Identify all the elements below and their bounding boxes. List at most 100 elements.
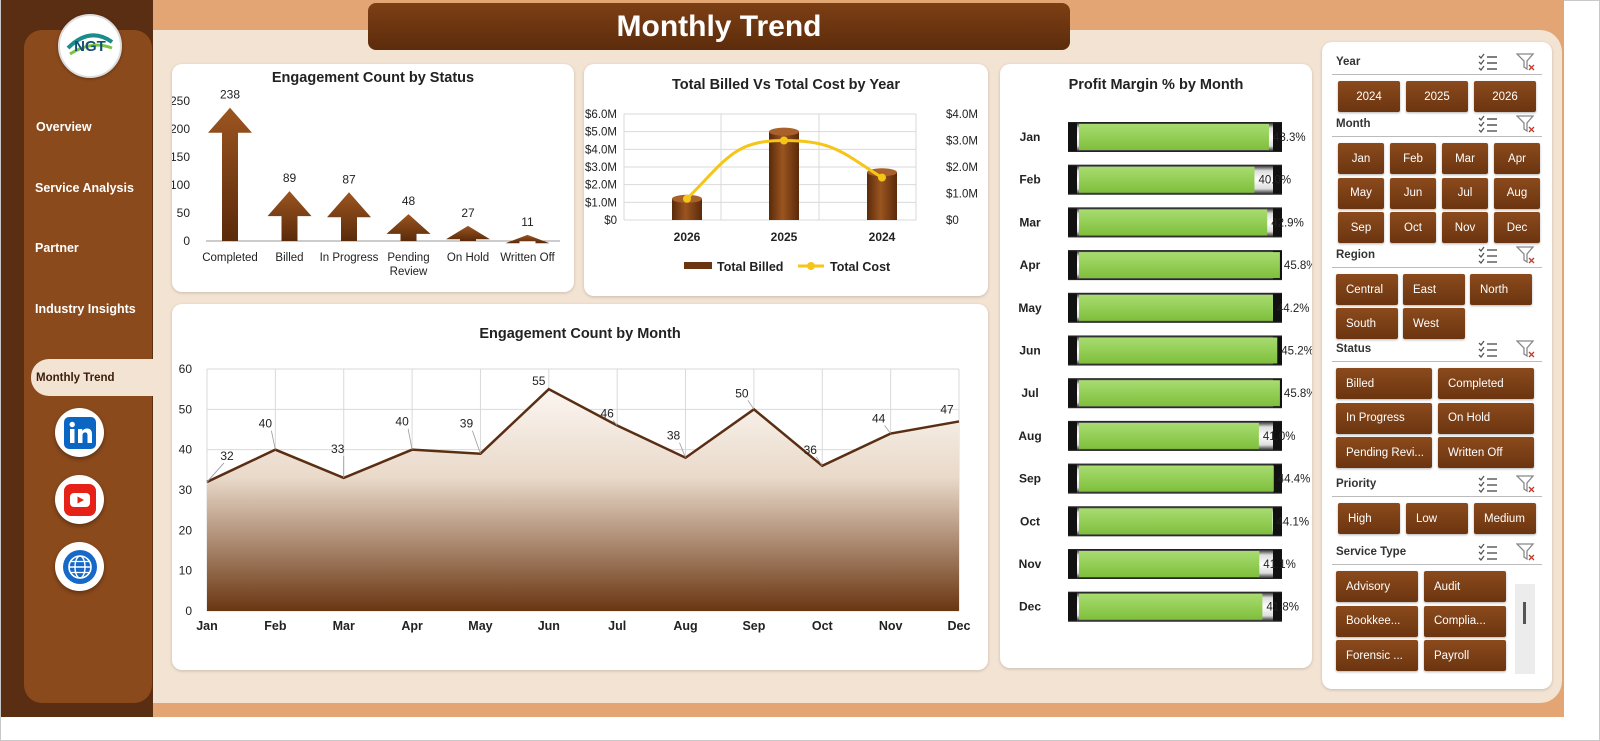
status-chart-title: Engagement Count by Status <box>271 70 475 86</box>
slicer-priority-button[interactable]: Medium <box>1474 503 1536 534</box>
status-bar <box>386 214 431 241</box>
multi-select-icon[interactable] <box>1478 115 1498 133</box>
status-value-label: 27 <box>461 206 475 220</box>
slicer-service-type-button[interactable]: Forensic ... <box>1336 640 1418 671</box>
clear-filter-icon[interactable] <box>1516 543 1536 561</box>
slicer-priority-button[interactable]: High <box>1338 503 1400 534</box>
logo-text: NGT <box>74 38 106 55</box>
slicer-month-button[interactable]: Jun <box>1390 177 1436 209</box>
slicer-status-button[interactable]: On Hold <box>1438 402 1534 434</box>
slicer-month-button[interactable]: Sep <box>1338 212 1384 243</box>
slicer-header-icons <box>1478 340 1536 358</box>
leader-line <box>472 430 481 454</box>
slicer-region-button[interactable]: South <box>1336 308 1398 339</box>
service-type-scrollbar[interactable] <box>1515 584 1535 674</box>
slicer-header-year: Year <box>1336 56 1361 68</box>
nav-partner[interactable]: Partner <box>35 241 79 255</box>
margin-value-label: 45.8% <box>1284 260 1312 272</box>
month-value-label: 39 <box>460 417 474 431</box>
margin-track-cap-right <box>1273 293 1282 322</box>
slicer-year-button[interactable]: 2024 <box>1338 81 1400 112</box>
slicer-region-button[interactable]: East <box>1403 274 1465 305</box>
nav-service-analysis[interactable]: Service Analysis <box>35 181 134 195</box>
y-tick-label: 30 <box>179 483 193 497</box>
margin-value-label: 41.1% <box>1263 559 1296 571</box>
legend-cost-marker <box>807 262 815 270</box>
slicer-year-button[interactable]: 2026 <box>1474 81 1536 112</box>
y-left-tick-label: $3.0M <box>585 162 617 174</box>
multi-select-icon[interactable] <box>1478 475 1498 493</box>
month-value-label: 55 <box>532 374 546 388</box>
slicer-region-button[interactable]: West <box>1403 308 1465 339</box>
scroll-thumb[interactable] <box>1523 602 1526 624</box>
slicer-status-button[interactable]: Pending Revi... <box>1336 437 1432 468</box>
margin-track-cap-right <box>1273 592 1282 621</box>
slicer-month-button[interactable]: Oct <box>1390 212 1436 243</box>
margin-value-label: 40.0% <box>1258 175 1291 187</box>
slicer-header-status: Status <box>1336 343 1372 355</box>
website-button[interactable] <box>55 542 104 591</box>
leader-line <box>270 430 276 450</box>
slicer-divider <box>1332 564 1542 565</box>
clear-filter-icon[interactable] <box>1516 340 1536 358</box>
status-bar <box>446 225 490 241</box>
margin-bar <box>1079 252 1280 279</box>
slicer-month-button[interactable]: Feb <box>1390 143 1436 174</box>
y-right-tick-label: $0 <box>946 215 959 227</box>
slicer-month-button[interactable]: Jul <box>1442 177 1488 209</box>
x-tick-label: Jul <box>608 619 626 633</box>
slicer-region-button[interactable]: North <box>1470 274 1532 305</box>
multi-select-icon[interactable] <box>1478 53 1498 71</box>
youtube-button[interactable] <box>55 475 104 524</box>
leader-line <box>612 420 618 426</box>
linkedin-button[interactable] <box>55 408 104 457</box>
margin-month-label: Jan <box>1020 130 1041 144</box>
slicer-status-button[interactable]: Billed <box>1336 368 1432 399</box>
y-right-tick-label: $2.0M <box>946 162 978 174</box>
slicer-month-button[interactable]: Jan <box>1338 143 1384 174</box>
y-tick-label: 40 <box>179 443 193 457</box>
multi-select-icon[interactable] <box>1478 543 1498 561</box>
slicer-service-type-button[interactable]: Audit <box>1424 571 1506 602</box>
status-category-label: Completed <box>202 252 258 264</box>
clear-filter-icon[interactable] <box>1516 246 1536 264</box>
nav-overview[interactable]: Overview <box>36 120 92 134</box>
clear-filter-icon[interactable] <box>1516 475 1536 493</box>
month-value-label: 46 <box>601 406 615 420</box>
month-value-label: 32 <box>220 449 234 463</box>
slicer-month-button[interactable]: Dec <box>1494 212 1540 243</box>
y-tick-label: 60 <box>179 362 193 376</box>
clear-filter-icon[interactable] <box>1516 115 1536 133</box>
margin-value-label: 44.1% <box>1276 516 1309 528</box>
slicer-status-button[interactable]: Written Off <box>1438 437 1534 468</box>
slicer-region-button[interactable]: Central <box>1336 274 1398 305</box>
y-tick-label: 100 <box>172 178 190 192</box>
slicer-service-type-button[interactable]: Complia... <box>1424 605 1506 637</box>
margin-track-cap-left <box>1068 293 1077 322</box>
slicer-month-button[interactable]: Nov <box>1442 212 1488 243</box>
status-value-label: 87 <box>342 172 356 186</box>
nav-industry-insights[interactable]: Industry Insights <box>35 302 136 316</box>
slicer-header-month: Month <box>1336 118 1371 130</box>
margin-track-cap-right <box>1273 550 1282 578</box>
slicer-month-button[interactable]: Aug <box>1494 177 1540 209</box>
slicer-service-type-button[interactable]: Advisory <box>1336 571 1418 602</box>
slicer-priority-button[interactable]: Low <box>1406 503 1468 534</box>
slicer-status-button[interactable]: In Progress <box>1336 402 1432 434</box>
slicer-status-button[interactable]: Completed <box>1438 368 1534 399</box>
slicer-service-type-button[interactable]: Payroll <box>1424 640 1506 671</box>
x-tick-label: Sep <box>742 619 765 633</box>
slicer-service-type-button[interactable]: Bookkee... <box>1336 605 1418 637</box>
slicer-year-button[interactable]: 2025 <box>1406 81 1468 112</box>
slicer-month-button[interactable]: Mar <box>1442 143 1488 174</box>
slicer-month-button[interactable]: May <box>1338 177 1384 209</box>
month-value-label: 47 <box>940 402 954 416</box>
x-tick-label: Nov <box>879 619 903 633</box>
x-tick-label: Aug <box>673 619 697 633</box>
multi-select-icon[interactable] <box>1478 246 1498 264</box>
nav-monthly-trend[interactable]: Monthly Trend <box>31 359 156 396</box>
clear-filter-icon[interactable] <box>1516 53 1536 71</box>
slicer-panel: Year 2024 2025 2026 Month Jan Feb Mar Apr May Jun J… <box>1322 42 1552 689</box>
slicer-month-button[interactable]: Apr <box>1494 143 1540 174</box>
multi-select-icon[interactable] <box>1478 340 1498 358</box>
